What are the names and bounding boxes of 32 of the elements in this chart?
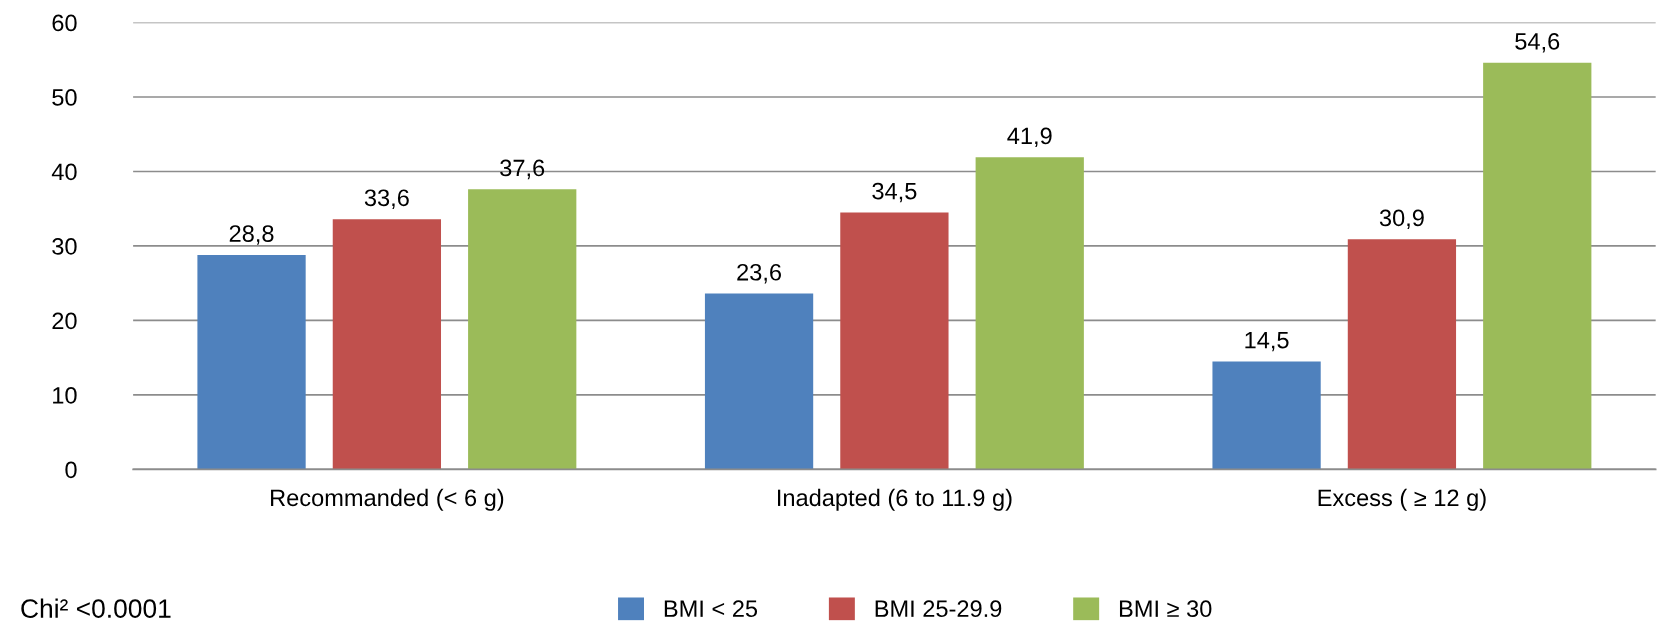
data-label: 23,6 <box>737 263 781 284</box>
y-tick-label: 0 <box>65 461 77 479</box>
bar <box>975 157 1084 470</box>
legend-label: BMI < 25 <box>664 600 758 618</box>
bar <box>840 212 949 470</box>
text: Chi² <0.0001 <box>21 598 171 618</box>
bar <box>704 293 814 470</box>
legend-label: BMI ≥ 30 <box>1119 600 1212 618</box>
y-tick-label: 40 <box>51 163 77 181</box>
data-label: 54,6 <box>1515 33 1560 53</box>
y-tick-label: 60 <box>52 14 77 32</box>
bar <box>1212 361 1321 470</box>
bar <box>1483 62 1592 470</box>
data-label: 30,9 <box>1379 209 1424 230</box>
legend-label: BMI 25-29.9 <box>875 600 1002 618</box>
data-label: 33,6 <box>364 189 409 209</box>
data-label: 37,6 <box>500 159 545 180</box>
y-tick-label: 20 <box>52 312 77 330</box>
data-label: 14,5 <box>1245 331 1289 352</box>
bar <box>197 254 306 470</box>
data-label: 28,8 <box>229 225 274 245</box>
bar <box>332 219 442 470</box>
x-tick-label: Inadapted (6 to 11.9 g) <box>778 488 1012 511</box>
bar <box>468 189 577 470</box>
x-tick-label: Recommanded (< 6 g) <box>271 488 504 511</box>
y-tick-label: 30 <box>52 238 77 255</box>
x-tick-label: Excess ( ≥ 12 g) <box>1318 488 1486 511</box>
data-label: 34,5 <box>872 182 917 203</box>
bar <box>1347 239 1457 470</box>
y-tick-label: 10 <box>53 386 77 404</box>
data-label: 41,9 <box>1007 127 1052 148</box>
y-tick-label: 50 <box>52 89 77 106</box>
